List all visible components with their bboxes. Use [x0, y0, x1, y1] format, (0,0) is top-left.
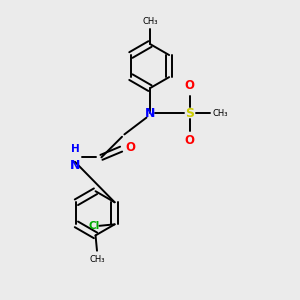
Text: Cl: Cl	[88, 221, 100, 231]
Text: O: O	[185, 79, 195, 92]
Text: H: H	[70, 144, 79, 154]
Text: O: O	[185, 134, 195, 147]
Text: N: N	[145, 107, 155, 120]
Text: CH₃: CH₃	[142, 17, 158, 26]
Text: O: O	[125, 141, 135, 154]
Text: N: N	[70, 159, 80, 172]
Text: CH₃: CH₃	[213, 109, 228, 118]
Text: S: S	[185, 107, 194, 120]
Text: CH₃: CH₃	[89, 254, 105, 263]
